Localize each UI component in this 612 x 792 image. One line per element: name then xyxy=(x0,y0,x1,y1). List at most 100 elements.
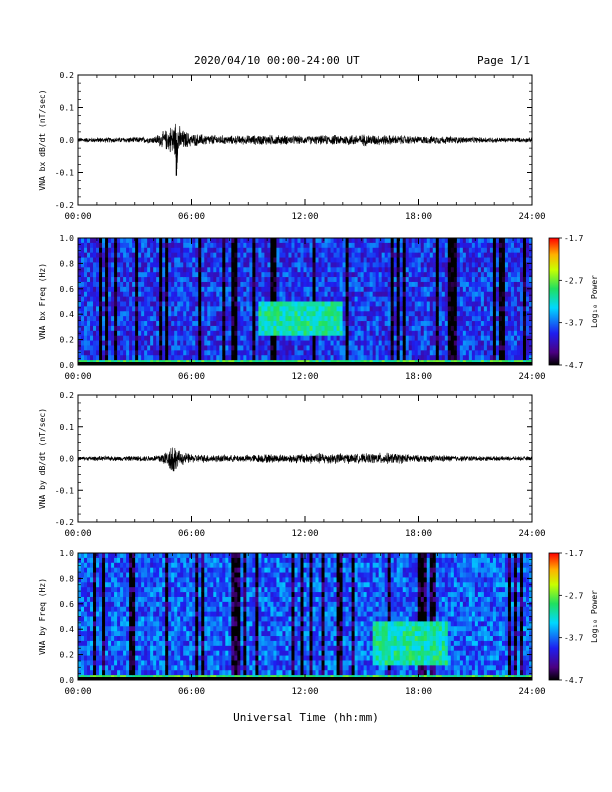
x-tick-label: 18:00 xyxy=(405,529,432,539)
heatmap-cell xyxy=(366,316,371,322)
heatmap-cell xyxy=(381,311,386,317)
heatmap-cell xyxy=(87,306,91,312)
heatmap-cell xyxy=(399,281,404,288)
heatmap-cell xyxy=(177,350,181,356)
heatmap-cell xyxy=(435,277,440,283)
heatmap-cell xyxy=(210,325,214,332)
heatmap-cell xyxy=(375,316,380,322)
heatmap-cell xyxy=(159,640,163,647)
heatmap-cell xyxy=(165,296,169,302)
heatmap-cell xyxy=(354,296,359,302)
heatmap-cell xyxy=(477,242,482,249)
heatmap-cell xyxy=(138,257,142,263)
heatmap-cell xyxy=(417,238,422,244)
heatmap-cell xyxy=(108,606,112,613)
heatmap-cell xyxy=(87,621,91,627)
heatmap-cell xyxy=(420,325,425,332)
heatmap-cell xyxy=(210,306,214,312)
heatmap-cell xyxy=(456,281,461,288)
heatmap-cell xyxy=(123,621,127,627)
heatmap-cell xyxy=(504,281,509,288)
heatmap-cell xyxy=(456,345,461,351)
heatmap-cell xyxy=(105,252,109,258)
heatmap-cell xyxy=(249,306,253,312)
heatmap-cell xyxy=(105,660,109,666)
heatmap-cell xyxy=(351,301,356,307)
heatmap-cell xyxy=(300,301,304,307)
heatmap-cell xyxy=(387,267,392,273)
heatmap-cell xyxy=(108,577,112,583)
heatmap-cell xyxy=(519,306,524,312)
heatmap-cell xyxy=(291,301,295,307)
heatmap-cell xyxy=(201,330,205,337)
heatmap-cell xyxy=(309,252,313,258)
heatmap-cell xyxy=(375,335,380,341)
heatmap-cell xyxy=(468,267,473,273)
heatmap-cell xyxy=(90,257,94,263)
heatmap-cell xyxy=(111,626,115,632)
heatmap-cell xyxy=(381,321,386,327)
heatmap-cell xyxy=(312,267,316,273)
heatmap-cell xyxy=(444,350,449,356)
heatmap-cell xyxy=(225,252,229,258)
heatmap-cell xyxy=(78,596,82,603)
heatmap-cell xyxy=(516,286,521,293)
heatmap-cell xyxy=(153,626,157,632)
heatmap-cell xyxy=(114,257,118,263)
heatmap-cell xyxy=(399,340,404,346)
heatmap-cell xyxy=(396,340,401,346)
heatmap-cell xyxy=(303,330,307,337)
heatmap-cell xyxy=(417,247,422,254)
heatmap-cell xyxy=(426,286,431,293)
heatmap-cell xyxy=(171,301,175,307)
heatmap-cell xyxy=(381,301,386,307)
heatmap-cell xyxy=(90,553,94,559)
heatmap-cell xyxy=(399,311,404,317)
heatmap-cell xyxy=(255,311,259,317)
heatmap-cell xyxy=(78,665,82,671)
heatmap-cell xyxy=(156,553,160,559)
heatmap-cell xyxy=(276,325,280,332)
heatmap-cell xyxy=(204,335,208,341)
heatmap-cell xyxy=(336,321,340,327)
heatmap-cell xyxy=(435,350,440,356)
heatmap-cell xyxy=(78,592,82,598)
heatmap-cell xyxy=(129,606,133,613)
heatmap-cell xyxy=(216,296,220,302)
heatmap-cell xyxy=(264,350,268,356)
heatmap-cell xyxy=(231,330,235,337)
heatmap-cell xyxy=(219,316,223,322)
heatmap-cell xyxy=(345,272,349,278)
heatmap-cell xyxy=(453,267,458,273)
heatmap-cell xyxy=(84,242,88,249)
heatmap-cell xyxy=(105,665,109,671)
heatmap-cell xyxy=(165,242,169,249)
heatmap-cell xyxy=(462,311,467,317)
heatmap-cell xyxy=(123,325,127,332)
heatmap-cell xyxy=(450,296,455,302)
heatmap-cell xyxy=(144,286,148,293)
heatmap-cell xyxy=(159,665,163,671)
heatmap-cell xyxy=(501,345,506,351)
heatmap-cell xyxy=(387,242,392,249)
heatmap-cell xyxy=(237,238,241,244)
heatmap-cell xyxy=(207,286,211,293)
heatmap-cell xyxy=(93,262,97,268)
heatmap-cell xyxy=(234,335,238,341)
heatmap-cell xyxy=(129,611,133,617)
heatmap-cell xyxy=(405,345,410,351)
heatmap-cell xyxy=(228,335,232,341)
heatmap-cell xyxy=(150,616,154,622)
heatmap-cell xyxy=(111,257,115,263)
heatmap-cell xyxy=(306,262,310,268)
heatmap-cell xyxy=(93,606,97,613)
heatmap-cell xyxy=(186,238,190,244)
heatmap-cell xyxy=(198,257,202,263)
heatmap-cell xyxy=(489,301,494,307)
heatmap-cell xyxy=(108,345,112,351)
heatmap-cell xyxy=(117,340,121,346)
heatmap-cell xyxy=(93,650,97,656)
heatmap-cell xyxy=(162,621,166,627)
heatmap-cell xyxy=(108,553,112,559)
heatmap-cell xyxy=(483,306,488,312)
